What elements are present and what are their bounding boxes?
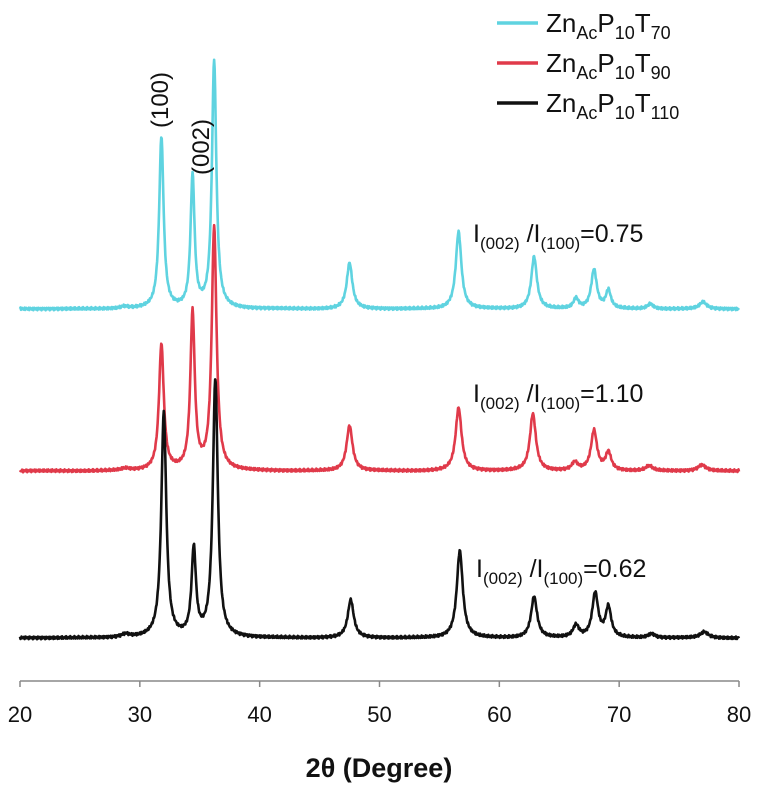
legend-label: ZnAcP10T70 — [546, 8, 671, 43]
x-tick-label: 20 — [8, 702, 32, 727]
x-tick-label: 80 — [727, 702, 751, 727]
legend-label: ZnAcP10T90 — [546, 48, 671, 83]
x-tick-label: 40 — [247, 702, 271, 727]
x-tick-label: 60 — [487, 702, 511, 727]
series-line-0 — [18, 58, 741, 312]
series-line-2 — [18, 378, 741, 641]
legend-label: ZnAcP10T110 — [546, 88, 679, 123]
x-tick-label: 30 — [128, 702, 152, 727]
x-tick-label: 50 — [367, 702, 391, 727]
x-tick-label: 70 — [607, 702, 631, 727]
x-axis-title: 2θ (Degree) — [306, 753, 453, 783]
legend: ZnAcP10T70 ZnAcP10T90 ZnAcP10T110 — [497, 8, 679, 123]
peak-label: (002) — [188, 119, 215, 175]
intensity-ratio-label: I(002) /I(100)=0.75 — [473, 220, 643, 253]
intensity-ratio-label: I(002) /I(100)=1.10 — [473, 380, 643, 413]
series-line-1 — [18, 223, 741, 474]
peak-label: (100) — [147, 72, 174, 128]
annotations-group: (100) (002) I(002) /I(100)=0.75 I(002) /I(1… — [147, 72, 646, 588]
traces-group — [18, 58, 741, 641]
intensity-ratio-label: I(002) /I(100)=0.62 — [476, 555, 646, 588]
x-axis: 20 30 40 50 60 70 80 2θ (Degree) — [8, 680, 751, 783]
